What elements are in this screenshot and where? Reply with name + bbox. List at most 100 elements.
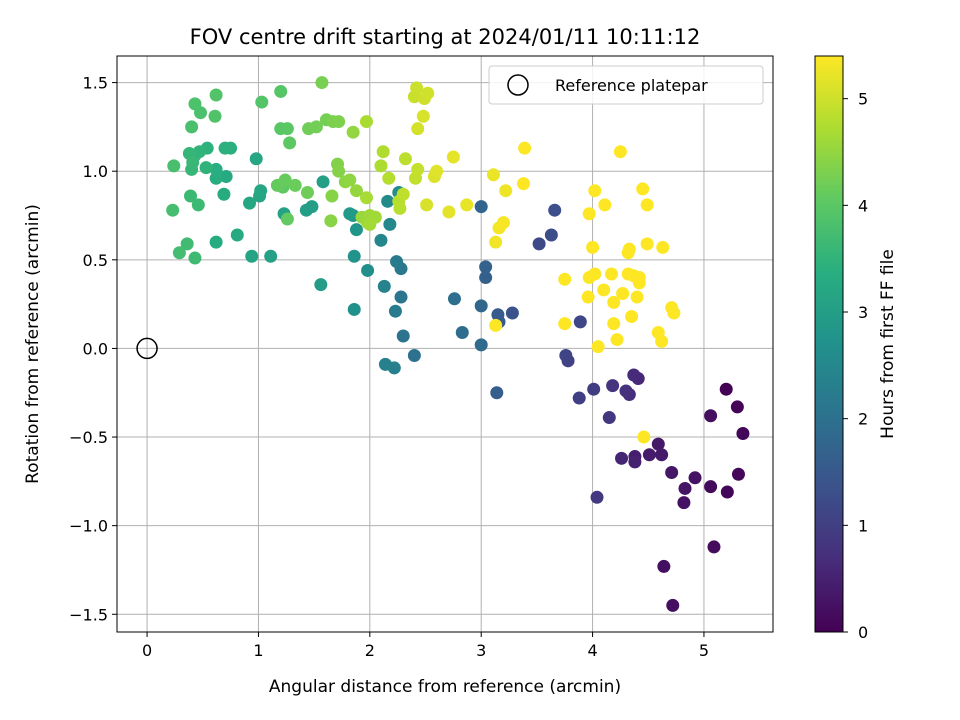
data-point bbox=[719, 382, 733, 396]
data-point bbox=[394, 290, 408, 304]
data-point bbox=[479, 271, 493, 285]
colorbar-gradient bbox=[814, 55, 844, 633]
data-point bbox=[606, 379, 620, 393]
data-point bbox=[637, 430, 651, 444]
data-point bbox=[499, 184, 513, 198]
data-point bbox=[209, 235, 223, 249]
data-point bbox=[245, 249, 259, 263]
data-point bbox=[430, 164, 444, 178]
data-point bbox=[544, 228, 558, 242]
legend: Reference platepar bbox=[488, 65, 764, 105]
data-point bbox=[376, 145, 390, 159]
data-point bbox=[636, 182, 650, 196]
data-point bbox=[363, 217, 377, 231]
y-tick-label: −1.5 bbox=[69, 605, 108, 624]
y-tick-label: −0.5 bbox=[69, 428, 108, 447]
data-point bbox=[455, 325, 469, 339]
data-point bbox=[396, 329, 410, 343]
data-point bbox=[208, 109, 222, 123]
data-point bbox=[280, 122, 294, 136]
data-point bbox=[359, 191, 373, 205]
data-point bbox=[591, 340, 605, 354]
data-point bbox=[378, 357, 392, 371]
data-point bbox=[628, 455, 642, 469]
data-point bbox=[505, 306, 519, 320]
data-point bbox=[343, 207, 357, 221]
data-point bbox=[572, 391, 586, 405]
data-point bbox=[347, 302, 361, 316]
data-point bbox=[588, 267, 602, 281]
colorbar: 0 1 2 3 4 5 Hours from first FF file bbox=[814, 55, 898, 642]
data-point bbox=[283, 136, 297, 150]
data-point bbox=[332, 164, 346, 178]
colorbar-tick-label: 0 bbox=[858, 623, 868, 642]
y-axis: −1.5 −1.0 −0.5 0.0 0.5 1.0 1.5 bbox=[69, 74, 117, 624]
data-point bbox=[347, 249, 361, 263]
data-point bbox=[640, 237, 654, 251]
data-point bbox=[382, 171, 396, 185]
colorbar-tick-label: 2 bbox=[858, 410, 868, 429]
data-point bbox=[607, 317, 621, 331]
x-axis: 0 1 2 3 4 5 bbox=[142, 632, 709, 660]
data-point bbox=[314, 278, 328, 292]
data-point bbox=[559, 349, 573, 363]
data-point bbox=[622, 242, 636, 256]
data-point bbox=[688, 471, 702, 485]
data-point bbox=[184, 189, 198, 203]
legend-box bbox=[488, 65, 764, 105]
data-point bbox=[489, 318, 503, 332]
data-point bbox=[707, 540, 721, 554]
legend-marker bbox=[507, 74, 529, 96]
data-point bbox=[730, 400, 744, 414]
data-point bbox=[209, 88, 223, 102]
data-point bbox=[274, 84, 288, 98]
data-point bbox=[411, 122, 425, 136]
data-point bbox=[598, 198, 612, 212]
data-point bbox=[616, 286, 630, 300]
data-point bbox=[390, 255, 404, 269]
data-point bbox=[586, 240, 600, 254]
data-point bbox=[736, 427, 750, 441]
data-point bbox=[667, 306, 681, 320]
data-point bbox=[532, 237, 546, 251]
data-point bbox=[678, 481, 692, 495]
data-point bbox=[630, 290, 644, 304]
data-point bbox=[416, 109, 430, 123]
data-point bbox=[582, 207, 596, 221]
data-point bbox=[309, 120, 323, 134]
data-point bbox=[489, 235, 503, 249]
data-point bbox=[625, 310, 639, 324]
data-points bbox=[166, 76, 750, 612]
data-point bbox=[361, 263, 375, 277]
data-point bbox=[185, 120, 199, 134]
y-tick-label: 0.0 bbox=[83, 339, 108, 358]
data-point bbox=[704, 409, 718, 423]
data-point bbox=[581, 290, 595, 304]
data-point bbox=[188, 97, 202, 111]
data-point bbox=[548, 203, 562, 217]
data-point bbox=[590, 490, 604, 504]
data-point bbox=[615, 451, 629, 465]
data-point bbox=[172, 246, 186, 260]
data-point bbox=[381, 194, 395, 208]
data-point bbox=[642, 448, 656, 462]
data-point bbox=[349, 184, 363, 198]
data-point bbox=[666, 598, 680, 612]
data-point bbox=[325, 189, 339, 203]
data-point bbox=[398, 152, 412, 166]
data-point bbox=[407, 349, 421, 363]
data-point bbox=[315, 76, 329, 90]
data-point bbox=[166, 203, 180, 217]
y-tick-label: 1.5 bbox=[83, 74, 108, 93]
data-point bbox=[490, 386, 504, 400]
data-point bbox=[474, 338, 488, 352]
data-point bbox=[479, 260, 493, 274]
data-point bbox=[278, 173, 292, 187]
data-point bbox=[254, 184, 268, 198]
data-point bbox=[619, 384, 633, 398]
data-point bbox=[558, 272, 572, 286]
data-point bbox=[209, 162, 223, 176]
x-tick-label: 2 bbox=[365, 641, 375, 660]
data-point bbox=[288, 178, 302, 192]
data-point bbox=[396, 187, 410, 201]
